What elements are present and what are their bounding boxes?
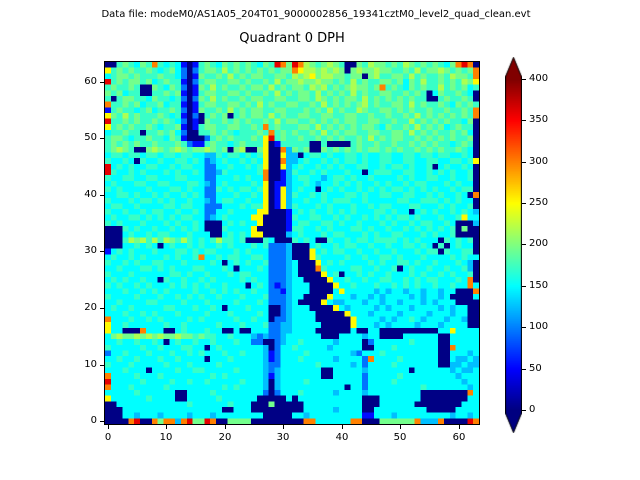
y-tick-label: 30 — [84, 245, 97, 256]
x-tick-label: 60 — [452, 432, 466, 443]
tick-mark — [458, 425, 460, 429]
tick-mark — [100, 420, 104, 422]
chart-title: Quadrant 0 DPH — [239, 31, 345, 46]
colorbar-tick-label: 50 — [529, 363, 542, 374]
tick-mark — [100, 137, 104, 139]
y-tick-label: 0 — [90, 415, 97, 426]
colorbar-tick-label: 0 — [529, 404, 536, 415]
tick-mark — [107, 425, 109, 429]
y-tick-label: 50 — [84, 132, 97, 143]
tick-mark — [522, 409, 526, 411]
tick-mark — [100, 194, 104, 196]
tick-mark — [522, 326, 526, 328]
tick-mark — [399, 425, 401, 429]
colorbar-tick-label: 150 — [529, 280, 549, 291]
heatmap-canvas — [105, 62, 479, 424]
tick-mark — [100, 81, 104, 83]
data-file-label: Data file: modeM0/AS1A05_204T01_90000028… — [101, 9, 531, 20]
tick-mark — [522, 161, 526, 163]
x-tick-label: 0 — [104, 432, 112, 443]
y-tick-label: 40 — [84, 189, 97, 200]
tick-mark — [522, 119, 526, 121]
tick-mark — [100, 250, 104, 252]
tick-mark — [341, 425, 343, 429]
tick-mark — [100, 307, 104, 309]
y-tick-label: 60 — [84, 76, 97, 87]
x-tick-label: 40 — [335, 432, 349, 443]
tick-mark — [165, 425, 167, 429]
y-tick-label: 10 — [84, 359, 97, 370]
colorbar — [505, 57, 522, 433]
colorbar-tick-label: 100 — [529, 321, 549, 332]
colorbar-tick-label: 350 — [529, 114, 549, 125]
x-tick-label: 10 — [159, 432, 173, 443]
colorbar-tick-label: 300 — [529, 156, 549, 167]
tick-mark — [522, 202, 526, 204]
x-tick-label: 50 — [393, 432, 407, 443]
tick-mark — [522, 243, 526, 245]
tick-mark — [282, 425, 284, 429]
tick-mark — [522, 285, 526, 287]
plot-area — [104, 61, 480, 425]
colorbar-tick-label: 200 — [529, 238, 549, 249]
colorbar-tick-label: 400 — [529, 73, 549, 84]
tick-mark — [224, 425, 226, 429]
tick-mark — [522, 78, 526, 80]
tick-mark — [100, 364, 104, 366]
y-tick-label: 20 — [84, 302, 97, 313]
colorbar-tick-label: 250 — [529, 197, 549, 208]
x-tick-label: 30 — [276, 432, 290, 443]
x-tick-label: 20 — [218, 432, 232, 443]
tick-mark — [522, 368, 526, 370]
